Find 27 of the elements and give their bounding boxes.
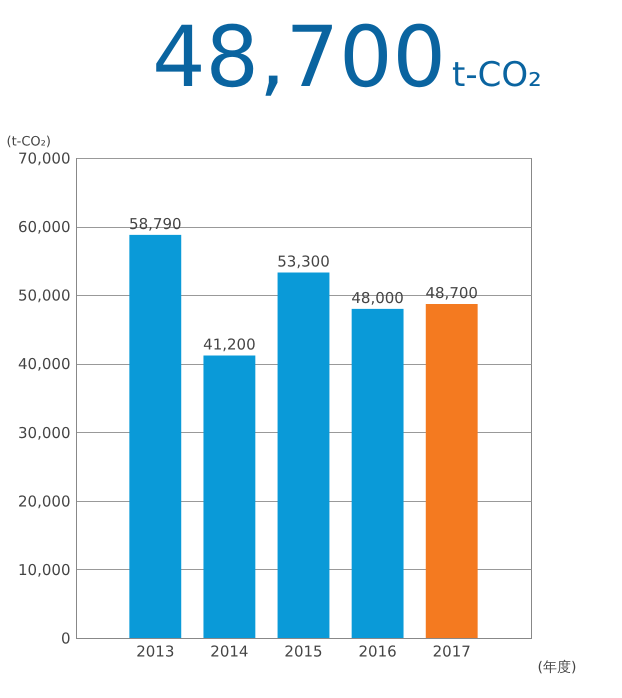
data-label: 58,790	[129, 214, 182, 233]
y-tick-label: 40,000	[18, 355, 70, 374]
data-label: 41,200	[203, 335, 256, 354]
y-tick-label: 70,000	[18, 150, 70, 168]
x-tick-label: 2014	[210, 642, 248, 660]
data-label: 53,300	[277, 252, 330, 271]
bar	[129, 234, 182, 638]
chart-subtitle: t-CO₂	[452, 55, 542, 95]
y-tick-label: 0	[60, 630, 70, 648]
bar	[203, 355, 256, 638]
chart-title: 48,700	[152, 8, 446, 106]
y-axis-title: (t-CO₂)	[6, 134, 51, 150]
x-axis-title: (年度)	[538, 660, 576, 676]
y-tick-label: 30,000	[18, 424, 70, 442]
bar	[426, 304, 478, 638]
bar	[352, 308, 404, 638]
x-tick-label: 2013	[136, 642, 174, 660]
bar	[278, 272, 330, 638]
data-label: 48,000	[351, 288, 404, 307]
y-tick-label: 10,000	[18, 560, 70, 579]
y-tick-label: 60,000	[18, 218, 70, 236]
y-tick-label: 50,000	[18, 286, 70, 305]
y-tick-label: 20,000	[18, 492, 70, 510]
x-tick-label: 2017	[432, 642, 471, 660]
x-tick-label: 2016	[358, 642, 397, 660]
x-tick-label: 2015	[284, 642, 323, 660]
data-label: 48,700	[425, 284, 478, 302]
